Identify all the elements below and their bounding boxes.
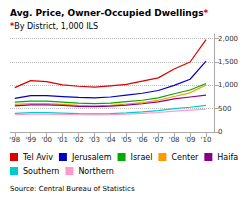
svg-text:'10: '10 <box>201 136 212 144</box>
svg-text:0: 0 <box>218 128 222 136</box>
svg-text:'06: '06 <box>137 136 148 144</box>
svg-text:2,000: 2,000 <box>218 35 238 43</box>
svg-text:Israel: Israel <box>131 153 153 162</box>
svg-text:'08: '08 <box>169 136 180 144</box>
svg-text:Northern: Northern <box>78 167 114 176</box>
svg-text:'02: '02 <box>73 136 84 144</box>
svg-text:'05: '05 <box>121 136 132 144</box>
svg-text:By District, 1,000 ILS: By District, 1,000 ILS <box>14 22 98 31</box>
svg-text:1,000: 1,000 <box>218 81 238 89</box>
svg-text:Haifa: Haifa <box>217 153 238 162</box>
svg-text:'04: '04 <box>105 136 116 144</box>
svg-text:500: 500 <box>218 105 231 113</box>
svg-text:Source: Central Bureau of Stat: Source: Central Bureau of Statistics <box>10 185 135 193</box>
svg-text:1,500: 1,500 <box>218 58 238 66</box>
svg-text:*: * <box>204 8 209 18</box>
svg-text:'03: '03 <box>89 136 100 144</box>
svg-text:'09: '09 <box>185 136 196 144</box>
svg-text:'07: '07 <box>153 136 164 144</box>
svg-text:'00: '00 <box>41 136 52 144</box>
svg-text:Southern: Southern <box>23 167 59 176</box>
svg-text:Tel Aviv: Tel Aviv <box>22 153 53 162</box>
svg-text:Center: Center <box>171 153 199 162</box>
svg-text:Jerusalem: Jerusalem <box>71 153 112 162</box>
svg-text:'98: '98 <box>9 136 20 144</box>
svg-text:'99: '99 <box>25 136 36 144</box>
svg-text:'01: '01 <box>57 136 68 144</box>
svg-text:Avg. Price, Owner-Occupied Dwe: Avg. Price, Owner-Occupied Dwellings <box>10 8 204 18</box>
